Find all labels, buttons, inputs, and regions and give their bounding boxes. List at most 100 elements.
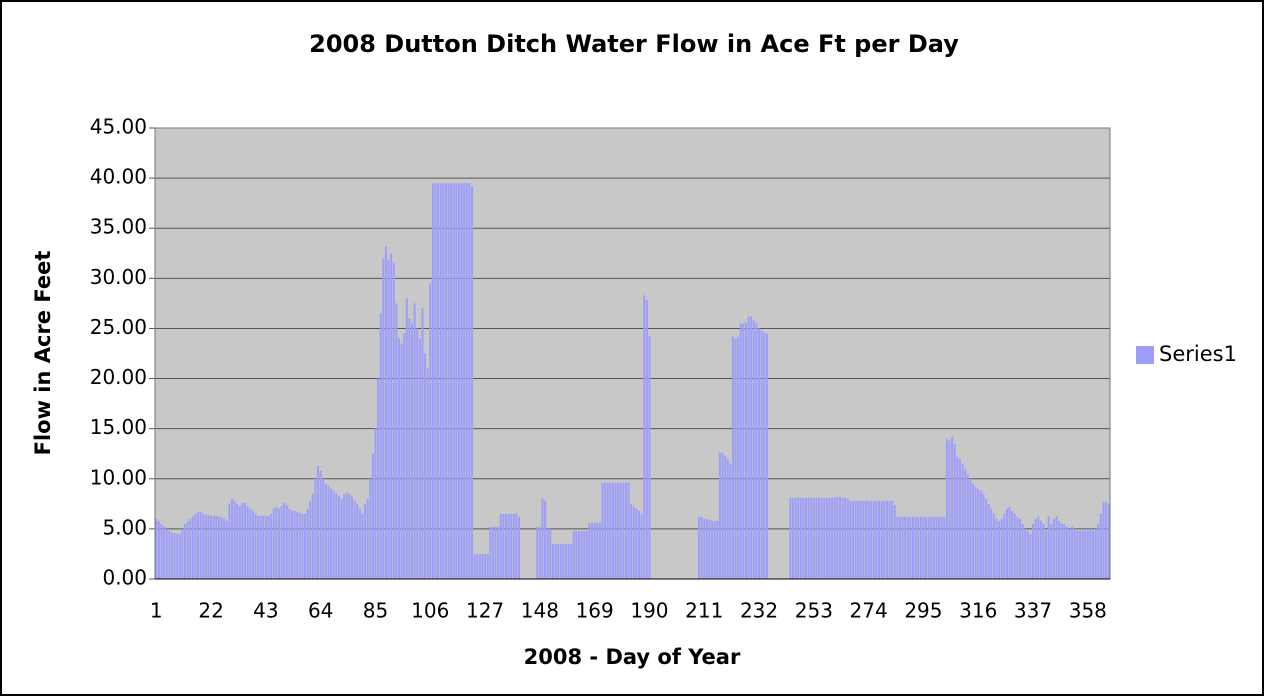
x-tick-label: 85	[363, 599, 388, 623]
bar	[810, 497, 813, 579]
bar	[799, 497, 802, 579]
bar	[238, 505, 241, 579]
bar	[878, 500, 881, 579]
bar	[204, 514, 207, 579]
bar	[857, 500, 860, 579]
bar	[230, 498, 233, 579]
bar	[358, 508, 361, 579]
bar	[885, 500, 888, 579]
bar	[643, 295, 646, 579]
bar	[726, 458, 729, 579]
bar	[249, 508, 252, 579]
bar	[403, 333, 406, 579]
bar	[820, 497, 823, 579]
bar	[361, 513, 364, 579]
bar	[489, 526, 492, 579]
bar	[755, 323, 758, 579]
bar	[630, 503, 633, 579]
bar	[987, 503, 990, 579]
bar	[867, 500, 870, 579]
bar	[518, 516, 520, 579]
bar	[452, 183, 455, 579]
bar	[460, 183, 463, 579]
bar	[411, 323, 414, 579]
bar	[606, 482, 609, 579]
bar	[1094, 528, 1097, 579]
bar	[168, 530, 171, 579]
bar	[437, 183, 440, 579]
bar	[721, 452, 724, 579]
bar	[935, 516, 938, 579]
bar	[930, 516, 933, 579]
bar	[925, 516, 928, 579]
bar	[494, 526, 497, 579]
bar	[366, 498, 369, 579]
bar	[262, 515, 265, 579]
bar	[1055, 515, 1058, 579]
bar	[622, 482, 625, 579]
x-tick-label: 22	[198, 599, 223, 623]
bar	[374, 428, 377, 579]
bar	[275, 506, 278, 579]
x-tick-label: 148	[521, 599, 559, 623]
bar	[155, 518, 158, 579]
bar	[724, 455, 727, 579]
bar	[277, 508, 280, 579]
bar	[818, 497, 821, 579]
bar	[473, 553, 476, 579]
bar	[199, 511, 202, 579]
bar	[883, 500, 886, 579]
bar	[317, 465, 320, 579]
bar	[838, 496, 841, 579]
bar	[311, 493, 314, 579]
bar	[763, 332, 766, 579]
bar	[562, 543, 565, 579]
y-tick-label: 5.00	[102, 515, 147, 539]
bar	[880, 500, 883, 579]
bar	[956, 456, 959, 579]
bar	[1008, 506, 1011, 579]
bar	[395, 303, 398, 579]
bar	[272, 508, 275, 579]
bar	[760, 330, 763, 579]
bar	[583, 530, 586, 579]
bar	[557, 543, 560, 579]
bar	[812, 497, 815, 579]
bar	[549, 528, 552, 579]
bar	[729, 463, 732, 579]
bar	[698, 516, 701, 579]
bar	[1063, 523, 1066, 579]
bar	[298, 512, 301, 579]
bar	[711, 520, 714, 579]
y-tick-label: 45.00	[90, 115, 147, 139]
bar	[264, 515, 267, 579]
bar	[392, 263, 395, 579]
bar	[575, 530, 578, 579]
bar	[588, 522, 591, 579]
bar	[191, 515, 194, 579]
x-tick-label: 316	[959, 599, 997, 623]
bar	[1058, 520, 1061, 579]
bar	[966, 473, 969, 579]
bar	[972, 483, 975, 579]
bar	[745, 322, 747, 579]
bar	[416, 328, 419, 579]
bar	[1065, 526, 1068, 579]
bar	[293, 510, 296, 579]
x-tick-label: 232	[740, 599, 778, 623]
bar	[917, 516, 920, 579]
bar	[932, 516, 935, 579]
bar	[1034, 518, 1037, 579]
bar	[1032, 523, 1035, 579]
bar	[961, 463, 964, 579]
x-axis-title: 2008 - Day of Year	[524, 645, 741, 669]
bar	[444, 183, 447, 579]
bar	[635, 508, 638, 579]
bar	[421, 308, 424, 579]
bar	[345, 492, 348, 579]
bar	[400, 343, 403, 579]
x-tick-label: 274	[850, 599, 888, 623]
y-tick-label: 25.00	[90, 315, 147, 339]
bar	[1042, 523, 1045, 579]
